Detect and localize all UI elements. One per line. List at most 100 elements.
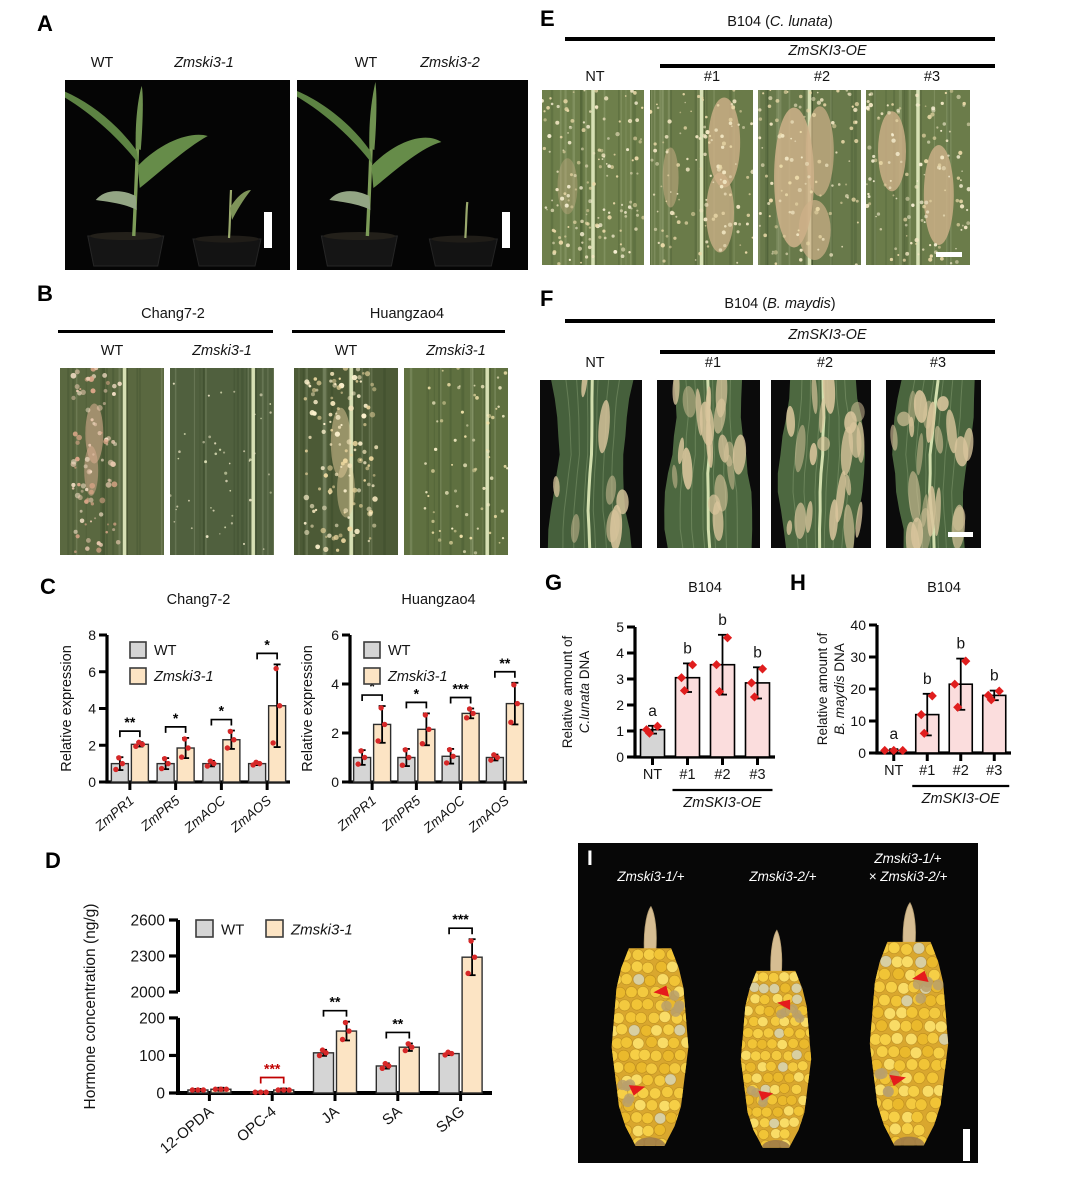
title-species: B. maydis: [767, 296, 831, 312]
svg-text:b: b: [718, 612, 727, 629]
svg-text:***: ***: [452, 681, 469, 697]
col-label-nt: NT: [585, 355, 605, 371]
svg-text:0: 0: [616, 749, 624, 765]
corn-cob-photo-1: [602, 897, 698, 1163]
oe-group-label: ZmSKI3-OE: [788, 43, 867, 59]
seedlings-photo-wt-vs-zmski3-2: [297, 80, 528, 270]
svg-text:ZmAOC: ZmAOC: [181, 793, 229, 837]
cob-photo-panel: I Zmski3-1/+ Zmski3-2/+ Zmski3-1/+ × Zmsk…: [578, 843, 978, 1163]
svg-text:ZmSKI3-OE: ZmSKI3-OE: [682, 795, 761, 811]
svg-text:B. maydis DNA: B. maydis DNA: [832, 643, 847, 735]
svg-text:6: 6: [331, 627, 339, 643]
svg-text:*: *: [414, 685, 420, 701]
svg-text:C.lunata DNA: C.lunata DNA: [577, 651, 592, 734]
photo-label-wt: WT: [90, 55, 114, 71]
svg-text:b: b: [956, 636, 965, 653]
svg-text:200: 200: [139, 1010, 165, 1027]
panel-letter-d: D: [45, 848, 61, 873]
svg-text:ZmPR1: ZmPR1: [91, 793, 136, 835]
cross-line1: Zmski3-1/+: [874, 851, 942, 866]
svg-text:***: ***: [264, 1060, 281, 1076]
leaf-photo-b104-bmaydis-oe3: [886, 380, 981, 548]
leaf-photo-b104-bmaydis-oe2: [771, 380, 871, 548]
svg-text:2: 2: [331, 725, 339, 741]
svg-text:a: a: [648, 703, 657, 720]
svg-text:Hormone concentration (ng/g): Hormone concentration (ng/g): [82, 904, 99, 1110]
photo-label-wt: WT: [354, 55, 378, 71]
chart-huangzao4-expression: 0 2 4 6 Huangzao4 Relative expression ZmPR1 ZmP…: [298, 590, 540, 846]
svg-text:4: 4: [331, 676, 339, 692]
svg-text:#3: #3: [749, 767, 765, 783]
scale-bar: [963, 1129, 970, 1161]
chart-hormone-concentration: 0 100 200 2000 2300 2600 Hormone concentration…: [55, 858, 535, 1194]
col-label-3: #3: [923, 69, 941, 85]
oe-group-label: ZmSKI3-OE: [788, 327, 867, 343]
svg-text:b: b: [990, 668, 999, 685]
svg-text:WT: WT: [154, 643, 177, 659]
svg-text:Relative amount of: Relative amount of: [560, 635, 575, 748]
cross-line2: × Zmski3-2/+: [868, 868, 948, 884]
col-label-2: #2: [813, 69, 831, 85]
svg-text:2000: 2000: [131, 984, 166, 1001]
svg-text:**: **: [330, 994, 341, 1010]
svg-text:2: 2: [616, 697, 624, 713]
group-title-huangzao4: Huangzao4: [369, 306, 445, 322]
divider: [58, 330, 273, 333]
photo-label-zmski3-1: Zmski3-1: [426, 343, 486, 359]
photo-label-zmski3-1: Zmski3-1: [174, 55, 234, 71]
panel-letter-b: B: [37, 281, 53, 306]
svg-text:OPC-4: OPC-4: [234, 1103, 280, 1145]
panel-letter-f: F: [540, 286, 554, 311]
svg-text:3: 3: [616, 671, 624, 687]
photo-label-wt: WT: [100, 343, 124, 359]
svg-text:#2: #2: [953, 763, 969, 779]
svg-text:40: 40: [850, 617, 866, 633]
leaf-photo-b104-clunata-nt: [542, 90, 644, 265]
title-species: C. lunata: [769, 14, 828, 30]
svg-text:#1: #1: [679, 767, 695, 783]
chart-chang7-2-expression: 0 2 4 6 8 Chang7-2 Relative expression ZmPR1 ZmP…: [58, 590, 300, 846]
divider: [660, 350, 995, 354]
divider: [660, 64, 995, 68]
leaf-photo-b104-clunata-oe3: [866, 90, 970, 265]
panel-letter-c: C: [40, 574, 56, 599]
panel-letter-a: A: [37, 11, 53, 36]
col-label-nt: NT: [585, 69, 605, 85]
svg-text:**: **: [392, 1015, 403, 1031]
col-label-1: #1: [704, 355, 722, 371]
svg-text:ZmAOC: ZmAOC: [420, 793, 468, 837]
photo-label-wt: WT: [334, 343, 358, 359]
leaf-photo-chang72-zmski3-1: [170, 368, 274, 555]
cob-label-zmski3-1: Zmski3-1/+: [617, 869, 685, 884]
corn-cob-photo-3: [860, 889, 958, 1163]
svg-text:B104: B104: [688, 580, 722, 596]
leaf-photo-huangzao4-zmski3-1: [404, 368, 508, 555]
svg-text:Relative amount of: Relative amount of: [815, 632, 830, 745]
svg-text:2300: 2300: [131, 948, 166, 965]
panel-f-title: B104 (B. maydis): [565, 296, 995, 313]
svg-text:10: 10: [850, 713, 866, 729]
svg-text:30: 30: [850, 649, 866, 665]
seedlings-photo-wt-vs-zmski3-1: [65, 80, 290, 270]
photo-label-zmski3-2: Zmski3-2: [420, 55, 480, 71]
svg-text:#2: #2: [714, 767, 730, 783]
svg-text:2600: 2600: [131, 913, 166, 930]
col-label-3: #3: [929, 355, 947, 371]
panel-letter-h: H: [790, 570, 806, 595]
panel-letter-i: I: [587, 847, 593, 870]
leaf-photo-b104-bmaydis-oe1: [657, 380, 760, 548]
svg-text:JA: JA: [318, 1103, 342, 1127]
divider: [565, 319, 995, 323]
title-post: ): [827, 14, 833, 30]
svg-text:12-OPDA: 12-OPDA: [157, 1103, 217, 1157]
divider: [292, 330, 505, 333]
svg-text:**: **: [124, 714, 135, 730]
svg-text:NT: NT: [643, 767, 662, 783]
svg-text:*: *: [369, 678, 375, 694]
svg-text:2: 2: [88, 737, 96, 753]
panel-e-title: B104 (C. lunata): [565, 14, 995, 31]
svg-text:0: 0: [88, 774, 96, 790]
svg-text:ZmAOS: ZmAOS: [465, 793, 512, 836]
cob-label-zmski3-2: Zmski3-2/+: [749, 869, 817, 884]
leaf-photo-b104-clunata-oe1: [650, 90, 753, 265]
